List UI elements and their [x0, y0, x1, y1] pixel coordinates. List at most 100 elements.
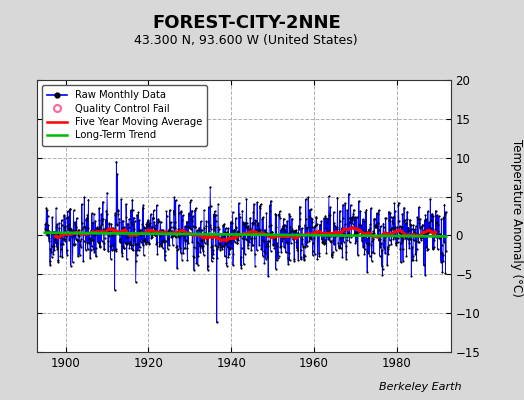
Point: [392, 228, 401, 235]
Point: [94, 225, 103, 232]
Point: [66, 206, 74, 212]
Point: [312, 215, 321, 222]
Point: [321, 240, 329, 246]
Point: [234, 228, 243, 235]
Point: [70, 232, 78, 238]
Point: [392, 242, 400, 248]
Point: [260, 248, 268, 254]
Point: [128, 196, 136, 203]
Point: [230, 228, 238, 234]
Point: [255, 227, 264, 234]
Point: [78, 201, 86, 207]
Point: [163, 228, 171, 235]
Point: [199, 243, 208, 250]
Point: [259, 237, 268, 244]
Point: [196, 218, 205, 225]
Point: [102, 226, 110, 233]
Point: [264, 243, 272, 249]
Point: [362, 228, 370, 234]
Point: [348, 214, 356, 220]
Point: [105, 233, 113, 239]
Point: [433, 212, 441, 218]
Point: [267, 222, 276, 229]
Point: [364, 226, 373, 233]
Point: [284, 260, 292, 267]
Point: [439, 252, 447, 258]
Point: [408, 226, 416, 232]
Point: [391, 240, 400, 246]
Point: [416, 216, 424, 222]
Point: [370, 230, 379, 236]
Point: [67, 262, 75, 269]
Point: [222, 241, 230, 247]
Point: [256, 203, 264, 209]
Point: [276, 215, 284, 222]
Point: [104, 238, 112, 244]
Point: [152, 240, 160, 247]
Point: [372, 221, 380, 227]
Point: [336, 245, 345, 252]
Point: [214, 201, 222, 208]
Point: [238, 207, 246, 214]
Point: [251, 217, 259, 224]
Point: [184, 223, 192, 229]
Point: [129, 247, 137, 253]
Point: [105, 220, 113, 227]
Point: [433, 246, 442, 252]
Point: [257, 246, 266, 252]
Point: [198, 244, 206, 251]
Point: [72, 215, 81, 221]
Point: [236, 262, 245, 268]
Point: [417, 236, 425, 243]
Point: [283, 254, 292, 261]
Point: [179, 212, 187, 218]
Point: [233, 240, 241, 246]
Point: [254, 222, 263, 228]
Point: [52, 244, 61, 250]
Point: [405, 244, 413, 251]
Point: [252, 227, 260, 233]
Point: [337, 225, 346, 231]
Point: [64, 225, 72, 232]
Point: [265, 202, 274, 208]
Point: [389, 214, 398, 220]
Point: [96, 243, 105, 249]
Point: [442, 248, 450, 254]
Point: [373, 220, 381, 226]
Point: [269, 242, 278, 248]
Point: [191, 207, 199, 213]
Point: [394, 202, 402, 208]
Point: [73, 236, 81, 243]
Point: [237, 265, 245, 271]
Point: [402, 220, 410, 226]
Point: [148, 232, 156, 238]
Point: [294, 223, 303, 229]
Point: [358, 238, 366, 244]
Point: [208, 258, 216, 264]
Point: [170, 211, 178, 217]
Point: [341, 227, 350, 233]
Point: [438, 242, 446, 248]
Point: [130, 218, 139, 224]
Point: [209, 251, 217, 257]
Point: [419, 232, 428, 238]
Point: [347, 224, 356, 230]
Point: [344, 232, 352, 238]
Point: [424, 230, 432, 236]
Point: [138, 220, 146, 227]
Point: [239, 261, 248, 267]
Point: [231, 239, 239, 245]
Point: [41, 226, 49, 232]
Point: [340, 238, 348, 245]
Point: [258, 252, 267, 259]
Point: [151, 231, 159, 238]
Point: [275, 208, 283, 214]
Point: [172, 234, 180, 241]
Point: [205, 228, 213, 234]
Point: [44, 232, 52, 239]
Point: [171, 225, 180, 231]
Point: [274, 254, 282, 261]
Point: [262, 210, 270, 216]
Point: [291, 228, 299, 235]
Point: [221, 240, 230, 247]
